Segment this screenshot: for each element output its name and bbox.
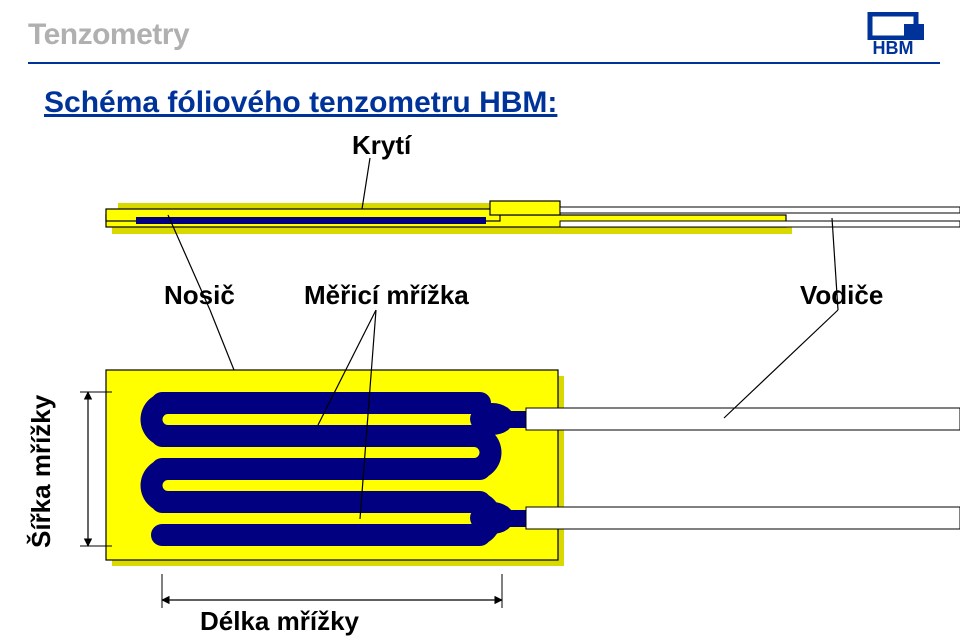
label-carrier: Nosič bbox=[164, 280, 235, 311]
label-grid: Měřicí mřížka bbox=[304, 280, 469, 311]
hbm-logo: HBM bbox=[856, 12, 930, 59]
label-grid-width: Šířka mřížky bbox=[26, 395, 57, 548]
label-cover: Krytí bbox=[352, 130, 411, 161]
label-leads: Vodiče bbox=[800, 280, 883, 311]
label-grid-length: Délka mřížky bbox=[200, 606, 359, 637]
doc-title: Tenzometry bbox=[28, 18, 940, 52]
header-rule bbox=[28, 62, 940, 64]
page-subtitle: Schéma fóliového tenzometru HBM: bbox=[44, 86, 557, 120]
diagram: Krytí Nosič Měřicí mřížka Vodiče Délka m… bbox=[0, 130, 960, 630]
hbm-logo-text: HBM bbox=[856, 38, 930, 59]
